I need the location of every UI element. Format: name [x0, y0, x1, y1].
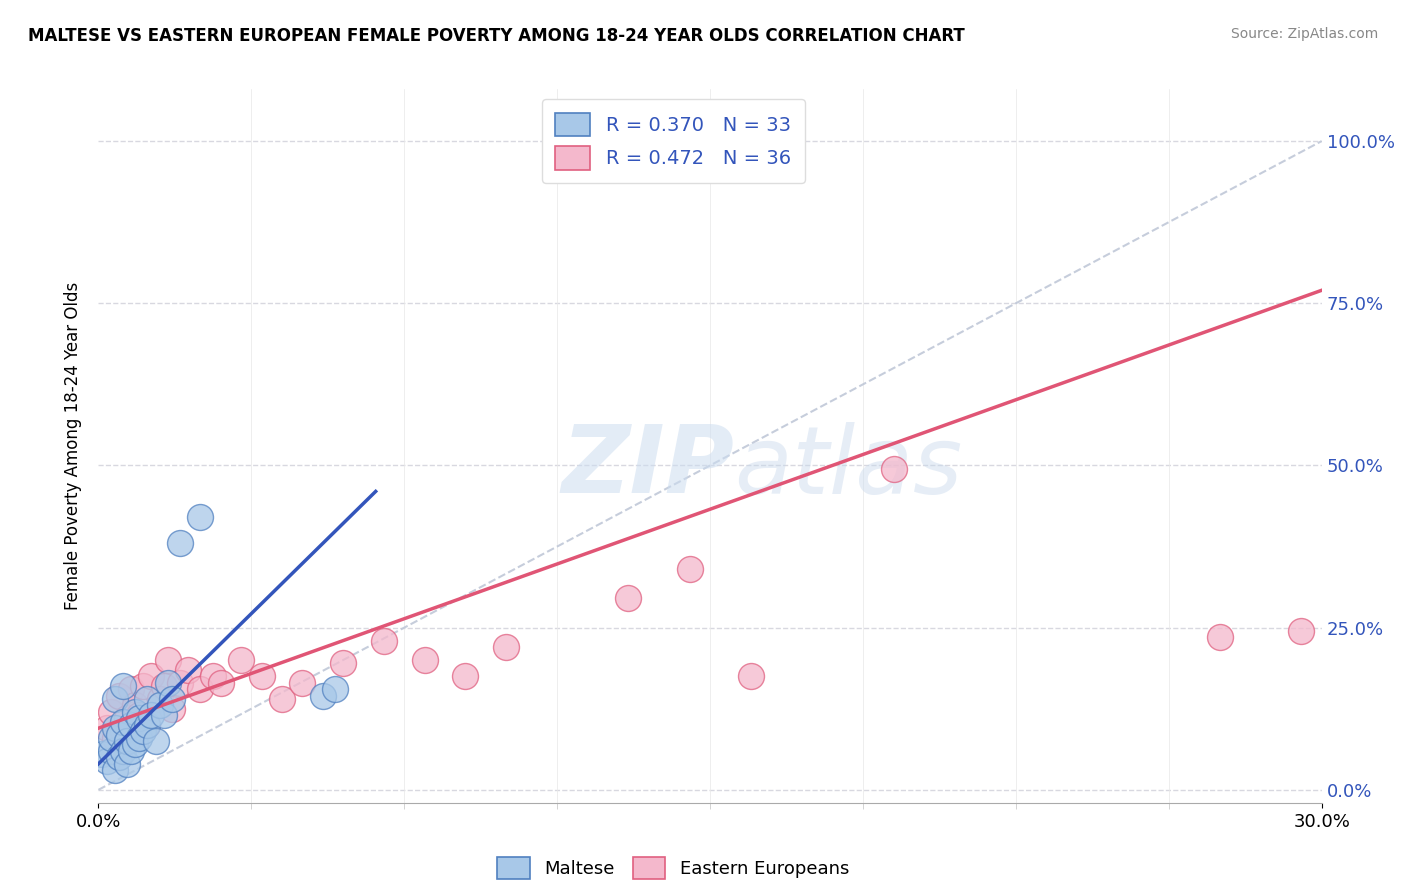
Point [291, 675, 314, 690]
Point [132, 679, 155, 693]
Point [96, 754, 118, 768]
Point [679, 562, 702, 576]
Point [111, 679, 134, 693]
Point [201, 669, 224, 683]
Point [1209, 631, 1232, 645]
Point [120, 718, 142, 732]
Point [111, 744, 134, 758]
Point [141, 669, 163, 683]
Point [373, 633, 395, 648]
Point [188, 682, 212, 697]
Point [169, 675, 191, 690]
Point [495, 640, 517, 654]
Point [617, 591, 640, 606]
Point [115, 711, 138, 725]
Point [124, 698, 146, 713]
Point [108, 728, 131, 742]
Point [156, 653, 179, 667]
Point [1291, 624, 1313, 638]
Point [100, 744, 122, 758]
Point [115, 756, 138, 771]
Text: MALTESE VS EASTERN EUROPEAN FEMALE POVERTY AMONG 18-24 YEAR OLDS CORRELATION CHA: MALTESE VS EASTERN EUROPEAN FEMALE POVER… [28, 27, 965, 45]
Point [124, 705, 146, 719]
Text: Source: ZipAtlas.com: Source: ZipAtlas.com [1230, 27, 1378, 41]
Point [108, 750, 131, 764]
Y-axis label: Female Poverty Among 18-24 Year Olds: Female Poverty Among 18-24 Year Olds [63, 282, 82, 610]
Point [128, 711, 150, 725]
Point [111, 714, 134, 729]
Text: ZIP: ZIP [561, 421, 734, 514]
Point [91, 747, 114, 761]
Point [145, 734, 167, 748]
Point [108, 689, 131, 703]
Point [100, 731, 122, 745]
Point [323, 682, 346, 697]
Point [270, 692, 294, 706]
Point [104, 692, 127, 706]
Point [100, 705, 122, 719]
Text: atlas: atlas [734, 422, 963, 513]
Point [149, 698, 172, 713]
Point [96, 721, 118, 735]
Point [136, 692, 159, 706]
Point [156, 675, 179, 690]
Point [231, 653, 253, 667]
Point [169, 536, 191, 550]
Point [209, 675, 232, 690]
Point [128, 708, 150, 723]
Point [332, 657, 354, 671]
Point [454, 669, 477, 683]
Point [128, 731, 150, 745]
Point [111, 724, 134, 739]
Point [115, 734, 138, 748]
Point [177, 663, 200, 677]
Point [883, 461, 905, 475]
Point [160, 702, 183, 716]
Point [250, 669, 273, 683]
Legend: Maltese, Eastern Europeans: Maltese, Eastern Europeans [491, 850, 856, 887]
Point [312, 689, 335, 703]
Point [104, 721, 127, 735]
Point [188, 510, 212, 524]
Point [104, 764, 127, 778]
Point [413, 653, 436, 667]
Point [141, 708, 163, 723]
Point [152, 679, 174, 693]
Point [120, 682, 142, 697]
Point [160, 692, 183, 706]
Point [136, 718, 159, 732]
Point [136, 718, 159, 732]
Point [152, 708, 174, 723]
Point [104, 731, 127, 745]
Point [740, 669, 762, 683]
Point [124, 738, 146, 752]
Point [149, 692, 172, 706]
Point [132, 724, 155, 739]
Point [120, 744, 142, 758]
